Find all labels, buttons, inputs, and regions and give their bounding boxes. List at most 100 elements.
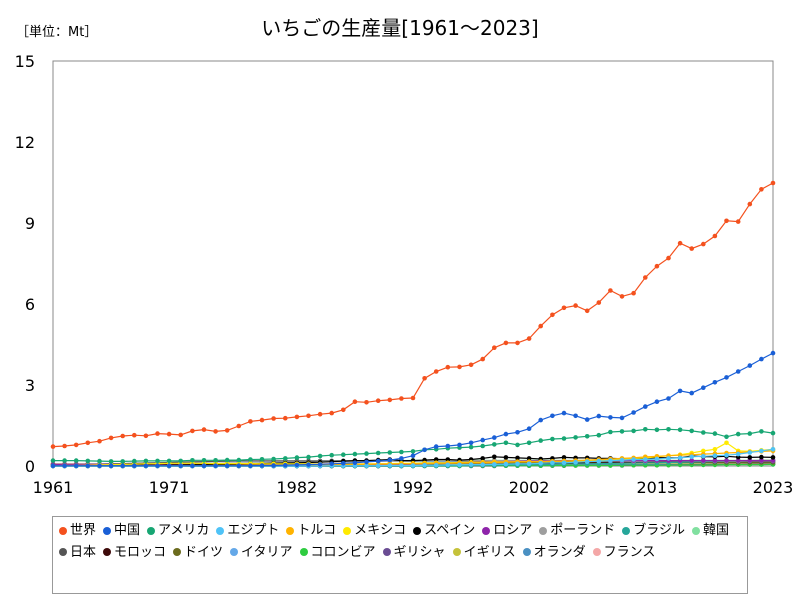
legend-label: コロンビア (310, 544, 376, 560)
data-point (747, 431, 753, 436)
data-point (97, 438, 102, 444)
data-point (271, 456, 276, 462)
legend-item: ブラジル (622, 520, 685, 541)
data-point (759, 429, 764, 434)
y-tick-label: 9 (25, 214, 35, 233)
plot-area (52, 60, 774, 467)
data-point (735, 219, 741, 224)
data-point (770, 458, 776, 463)
data-point (654, 263, 660, 269)
legend-marker (522, 548, 531, 556)
legend-marker (216, 526, 225, 535)
x-tick-label: 1971 (149, 478, 190, 497)
data-point (433, 462, 439, 468)
data-point (759, 356, 764, 362)
data-point (132, 458, 137, 464)
legend-label: メキシコ (354, 523, 407, 538)
data-point (468, 462, 474, 467)
data-point (724, 452, 729, 458)
data-point (584, 308, 590, 314)
legend-label: トルコ (297, 523, 337, 538)
legend-marker (299, 548, 308, 556)
data-point (259, 457, 265, 462)
data-point (573, 435, 578, 440)
tick-labels: 0 3 6 9 12 15 1961 1971 1982 1992 2002 2013 2023 (15, 52, 794, 497)
data-point (410, 453, 416, 459)
legend-item: メキシコ (343, 520, 406, 541)
legend-item: 韓国 (692, 520, 729, 541)
data-point (375, 463, 381, 469)
data-point (85, 463, 91, 469)
data-point (468, 444, 474, 450)
data-point (155, 431, 160, 436)
data-point (306, 462, 311, 467)
legend-item: ロシア (482, 520, 532, 541)
data-point (468, 440, 474, 446)
y-tick-label: 12 (15, 133, 35, 152)
data-point (50, 458, 56, 463)
data-point (596, 300, 602, 305)
data-point (213, 429, 218, 434)
data-point (747, 458, 753, 463)
legend-item: コロンビア (299, 542, 376, 563)
data-point (166, 463, 172, 469)
data-point (526, 440, 532, 446)
series-0 (50, 180, 776, 449)
legend-label: ポーランド (550, 523, 616, 538)
data-point (317, 462, 323, 467)
data-point (701, 241, 706, 247)
data-point (62, 443, 67, 449)
data-point (73, 458, 79, 463)
data-point (341, 452, 346, 458)
legend-item: エジプト (216, 520, 279, 541)
data-point (422, 376, 427, 381)
data-point (433, 457, 439, 462)
data-point (561, 436, 567, 441)
data-point (689, 390, 694, 396)
data-point (631, 428, 636, 434)
data-point (108, 435, 114, 441)
data-point (770, 447, 776, 452)
data-point (480, 356, 486, 362)
legend-label: 韓国 (703, 523, 730, 538)
data-point (317, 453, 323, 459)
data-point (492, 462, 497, 467)
data-point (759, 458, 764, 463)
data-point (132, 463, 137, 469)
legend-item: オランダ (522, 542, 586, 563)
data-point (213, 463, 218, 469)
data-point (236, 463, 242, 469)
legend-marker (103, 526, 112, 535)
data-point (677, 455, 683, 461)
x-tick-label: 2013 (637, 478, 678, 497)
data-point (155, 463, 160, 469)
data-point (735, 458, 741, 463)
data-point (515, 455, 520, 461)
legend-label: ロシア (493, 523, 533, 538)
data-point (329, 410, 335, 416)
data-point (503, 440, 509, 446)
data-point (770, 455, 776, 460)
data-point (399, 456, 404, 461)
data-point (526, 426, 532, 432)
data-point (561, 305, 567, 311)
data-point (689, 246, 694, 251)
data-point (201, 427, 207, 432)
legend-marker (452, 548, 461, 556)
y-tick-label: 15 (15, 52, 35, 71)
data-point (120, 433, 125, 439)
data-point (108, 463, 114, 469)
data-point (561, 460, 567, 466)
unit-label: ［単位：Mt］ (16, 25, 98, 40)
legend-marker (230, 548, 239, 556)
data-point (515, 461, 520, 467)
legend-item: スペイン (413, 520, 475, 541)
data-point (526, 336, 532, 341)
data-point (492, 442, 497, 447)
data-point (480, 462, 486, 467)
data-point (492, 435, 497, 440)
data-point (573, 303, 578, 308)
legend-label: イギリス (463, 544, 516, 560)
data-point (712, 458, 718, 463)
data-point (433, 444, 439, 449)
